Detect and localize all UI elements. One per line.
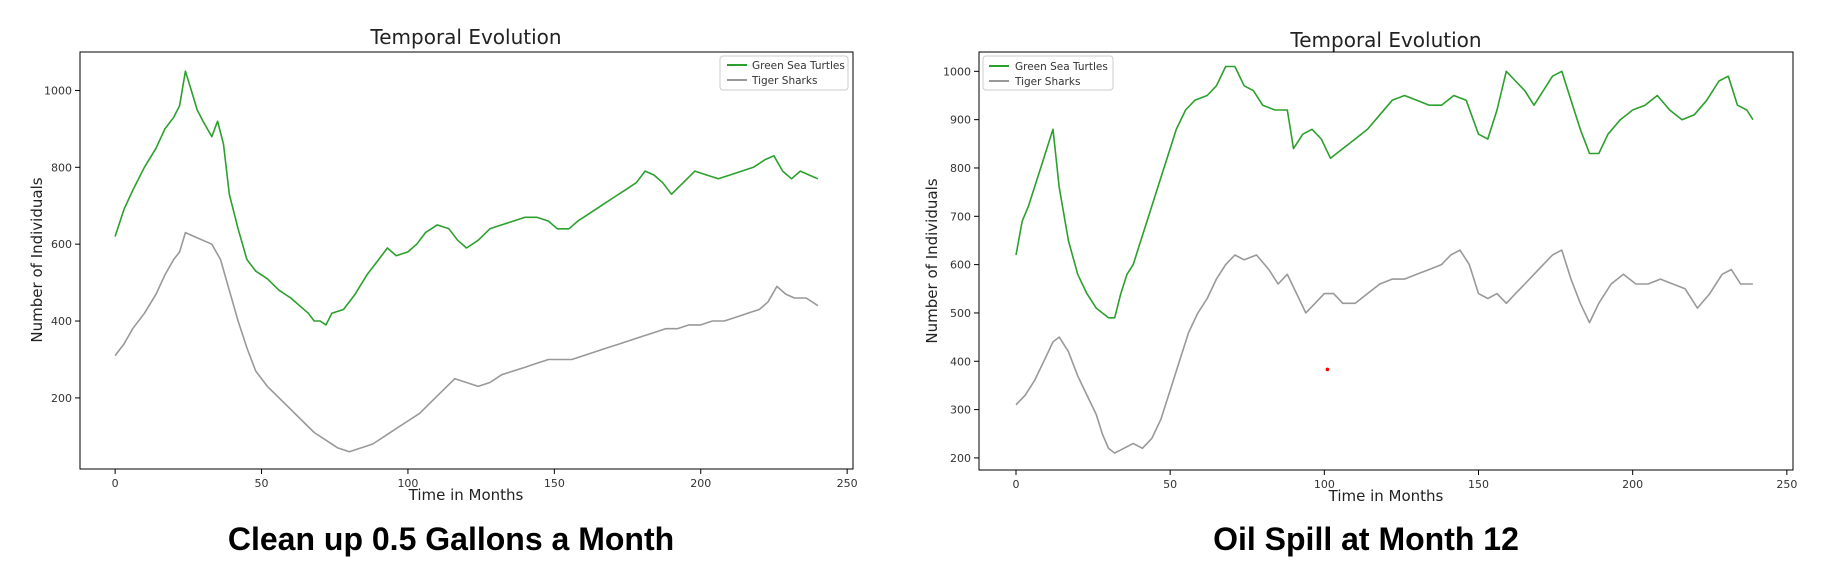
y-tick-label: 600 [950, 259, 971, 272]
series-line-tiger-sharks [1015, 249, 1753, 454]
x-tick-label: 150 [1468, 478, 1489, 491]
y-tick-label: 200 [51, 392, 72, 405]
chart-title: Temporal Evolution [369, 25, 561, 49]
series-lines [114, 70, 819, 453]
y-tick-label: 800 [51, 161, 72, 174]
legend-label-sharks: Tiger Sharks [751, 75, 817, 87]
chart-panel-oil-spill: Temporal Evolution 0 50 100 150 200 250 200 30… [923, 28, 1797, 505]
series-lines [1015, 65, 1754, 454]
x-axis-label: Time in Months [1328, 487, 1444, 505]
y-tick-label: 400 [950, 355, 971, 368]
x-tick-label: 0 [1013, 478, 1020, 491]
y-axis-label: Number of Individuals [923, 178, 941, 343]
legend: Green Sea Turtles Tiger Sharks [982, 55, 1114, 91]
caption-left: Clean up 0.5 Gallons a Month [228, 521, 674, 557]
legend-box [719, 55, 849, 91]
y-tick-label: 500 [950, 307, 971, 320]
y-tick-label: 800 [950, 162, 971, 175]
plot-area [978, 51, 1794, 471]
x-axis-label: Time in Months [408, 486, 524, 504]
x-tick-label: 50 [255, 477, 269, 490]
x-tick-label: 250 [837, 477, 858, 490]
legend-label-turtles: Green Sea Turtles [1015, 61, 1108, 73]
x-tick-label: 250 [1776, 478, 1797, 491]
x-tick-label: 50 [1163, 478, 1177, 491]
y-tick-label: 600 [51, 238, 72, 251]
x-axis-ticks: 0 50 100 150 200 250 [1013, 470, 1797, 491]
legend-label-sharks: Tiger Sharks [1014, 76, 1080, 88]
legend-label-turtles: Green Sea Turtles [752, 60, 845, 72]
series-line-tiger-sharks [114, 231, 819, 453]
x-tick-label: 100 [1314, 478, 1335, 491]
x-axis-ticks: 0 50 100 150 200 250 [112, 469, 858, 490]
legend-box [982, 55, 1114, 91]
y-tick-label: 200 [950, 452, 971, 465]
caption-right: Oil Spill at Month 12 [1213, 521, 1519, 557]
x-tick-label: 200 [1622, 478, 1643, 491]
legend: Green Sea Turtles Tiger Sharks [719, 55, 849, 91]
y-tick-label: 700 [950, 210, 971, 223]
y-axis-ticks: 200 400 600 800 1000 [44, 84, 80, 405]
y-axis-label: Number of Individuals [28, 177, 46, 342]
red-dot-marker [1325, 367, 1330, 372]
chart-title: Temporal Evolution [1289, 28, 1481, 52]
y-tick-label: 300 [950, 404, 971, 417]
chart-panel-clean-up: Temporal Evolution 0 50 100 150 200 250 200 40… [28, 25, 858, 504]
y-tick-label: 1000 [943, 65, 971, 78]
plot-area [79, 51, 854, 470]
y-tick-label: 900 [950, 114, 971, 127]
x-tick-label: 200 [690, 477, 711, 490]
series-line-green-sea-turtles [1015, 65, 1754, 319]
y-tick-label: 400 [51, 315, 72, 328]
x-tick-label: 150 [544, 477, 565, 490]
x-tick-label: 100 [397, 477, 418, 490]
x-tick-label: 0 [112, 477, 119, 490]
y-tick-label: 1000 [44, 84, 72, 97]
y-axis-ticks: 200 300 400 500 600 700 800 900 1000 [943, 65, 979, 465]
series-line-green-sea-turtles [114, 70, 819, 326]
